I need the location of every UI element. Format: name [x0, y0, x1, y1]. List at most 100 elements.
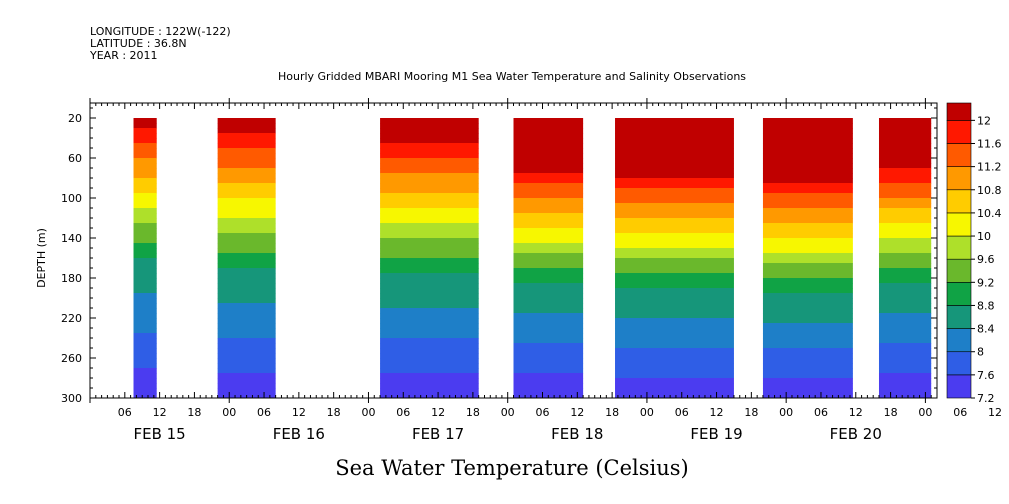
temperature-cell — [615, 328, 734, 334]
colorbar-label: 10.8 — [977, 184, 1002, 197]
temperature-cell — [217, 343, 276, 349]
temperature-cell — [217, 233, 276, 239]
temperature-cell — [762, 128, 853, 134]
temperature-cell — [615, 293, 734, 299]
chart-title: Hourly Gridded MBARI Mooring M1 Sea Wate… — [278, 70, 746, 83]
temperature-cell — [217, 183, 276, 189]
temperature-cell — [513, 178, 584, 184]
temperature-cell — [615, 358, 734, 364]
temperature-cell — [513, 313, 584, 319]
temperature-cell — [878, 173, 932, 179]
temperature-cell — [878, 278, 932, 284]
temperature-cell — [217, 193, 276, 199]
x-tick-label: 00 — [640, 406, 654, 419]
temperature-cell — [615, 273, 734, 279]
temperature-cell — [878, 368, 932, 374]
temperature-cell — [513, 348, 584, 354]
temperature-cell — [513, 203, 584, 209]
temperature-cell — [762, 308, 853, 314]
temperature-cell — [217, 273, 276, 279]
temperature-cell — [133, 203, 157, 209]
temperature-cell — [762, 178, 853, 184]
temperature-cell — [380, 253, 479, 259]
temperature-cell — [762, 213, 853, 219]
temperature-cell — [133, 308, 157, 314]
temperature-cell — [133, 198, 157, 204]
temperature-cell — [133, 288, 157, 294]
latitude-label: LATITUDE : 36.8N — [90, 37, 187, 50]
temperature-cell — [615, 318, 734, 324]
temperature-cell — [380, 123, 479, 129]
temperature-cell — [762, 158, 853, 164]
temperature-cell — [217, 268, 276, 274]
temperature-cell — [380, 358, 479, 364]
temperature-cell — [615, 238, 734, 244]
temperature-cell — [878, 348, 932, 354]
temperature-cell — [513, 193, 584, 199]
x-tick-label: 18 — [884, 406, 898, 419]
x-tick-label: 12 — [431, 406, 445, 419]
temperature-cell — [380, 148, 479, 154]
temperature-cell — [878, 388, 932, 394]
colorbar-label: 9.6 — [977, 253, 995, 266]
temperature-cell — [380, 223, 479, 229]
temperature-cell — [133, 343, 157, 349]
temperature-cell — [380, 168, 479, 174]
x-tick-label: 18 — [187, 406, 201, 419]
temperature-cell — [380, 278, 479, 284]
y-tick-label: 20 — [68, 112, 82, 125]
temperature-cell — [513, 118, 584, 124]
temperature-cell — [217, 348, 276, 354]
temperature-cell — [615, 198, 734, 204]
temperature-cell — [217, 208, 276, 214]
data-segment — [878, 118, 932, 399]
colorbar-label: 8 — [977, 346, 984, 359]
colorbar-swatch — [946, 282, 972, 306]
temperature-cell — [878, 193, 932, 199]
temperature-cell — [615, 118, 734, 124]
temperature-cell — [133, 193, 157, 199]
temperature-cell — [762, 193, 853, 199]
temperature-cell — [762, 173, 853, 179]
temperature-cell — [762, 388, 853, 394]
temperature-cell — [513, 328, 584, 334]
temperature-cell — [762, 143, 853, 149]
temperature-cell — [513, 138, 584, 144]
temperature-cell — [217, 148, 276, 154]
temperature-cell — [762, 278, 853, 284]
temperature-cell — [762, 183, 853, 189]
temperature-cell — [133, 348, 157, 354]
temperature-cell — [133, 378, 157, 384]
temperature-cell — [217, 158, 276, 164]
colorbar: 7.2 7.6 8 8.4 8.8 9.2 9.6 10 10.4 10.8 11.2 11.6 12 — [946, 102, 1002, 405]
temperature-cell — [762, 248, 853, 254]
temperature-cell — [217, 323, 276, 329]
day-label: FEB 15 — [133, 425, 185, 443]
temperature-cell — [878, 263, 932, 269]
temperature-cell — [217, 278, 276, 284]
day-label: FEB 18 — [551, 425, 603, 443]
temperature-cell — [762, 333, 853, 339]
temperature-cell — [762, 363, 853, 369]
temperature-cell — [380, 323, 479, 329]
temperature-cell — [762, 313, 853, 319]
temperature-cell — [878, 203, 932, 209]
temperature-cell — [878, 363, 932, 369]
temperature-cell — [878, 213, 932, 219]
day-label: FEB 19 — [690, 425, 742, 443]
colorbar-label: 12 — [977, 114, 991, 127]
data-segment — [513, 118, 584, 399]
temperature-cell — [380, 393, 479, 399]
temperature-cell — [615, 353, 734, 359]
x-tick-label: 00 — [361, 406, 375, 419]
temperature-cell — [878, 373, 932, 379]
temperature-cell — [615, 178, 734, 184]
colorbar-swatch — [946, 351, 972, 376]
temperature-cell — [762, 138, 853, 144]
temperature-cell — [615, 193, 734, 199]
temperature-cell — [380, 383, 479, 389]
x-tick-label: 18 — [744, 406, 758, 419]
temperature-cell — [217, 138, 276, 144]
temperature-cell — [513, 243, 584, 249]
temperature-cell — [133, 218, 157, 224]
